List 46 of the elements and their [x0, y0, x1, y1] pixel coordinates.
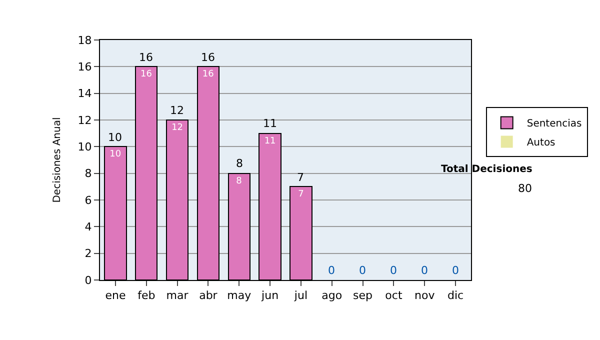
data-label: 16 [202, 70, 214, 80]
data-label: 16 [140, 70, 152, 80]
y-tick-label: 10 [78, 140, 92, 154]
total-label: 0 [328, 264, 335, 277]
total-label: 16 [139, 51, 153, 64]
y-tick-label: 0 [84, 274, 92, 287]
y-tick-label: 6 [84, 194, 92, 207]
x-tick-label: abr [199, 289, 218, 302]
x-tick-label: may [227, 289, 252, 302]
x-tick-label: dic [447, 289, 464, 302]
total-label: 8 [236, 157, 243, 170]
y-axis-title: Decisiones Anual [52, 117, 63, 203]
data-label: 8 [236, 176, 242, 186]
total-label: 10 [108, 131, 122, 144]
x-tick-label: sep [353, 289, 373, 302]
x-tick-label: mar [166, 289, 189, 302]
x-tick-label: feb [138, 289, 156, 302]
data-label: 11 [264, 136, 276, 146]
x-tick-label: ago [322, 289, 342, 302]
legend-label: Autos [526, 138, 556, 149]
total-label: 7 [297, 171, 304, 184]
y-tick-label: 4 [84, 220, 92, 234]
annotation: Total Decisiones [441, 164, 532, 175]
x-tick-label: nov [414, 289, 436, 302]
total-label: 12 [170, 104, 184, 117]
total-label: 0 [359, 264, 366, 277]
y-tick-label: 16 [78, 60, 92, 74]
x-tick-label: ene [105, 289, 126, 302]
y-tick-label: 12 [78, 114, 92, 127]
data-label: 7 [298, 190, 304, 200]
data-label: 12 [172, 123, 184, 133]
x-tick-label: jun [260, 289, 279, 302]
text: 80 [518, 182, 532, 195]
total-label: 16 [201, 51, 215, 64]
x-tick-label: oct [385, 289, 403, 302]
y-tick-label: 18 [78, 34, 92, 47]
x-tick-label: jul [293, 289, 308, 302]
data-label: 10 [110, 150, 122, 160]
total-label: 0 [390, 264, 397, 277]
y-tick-label: 8 [84, 167, 92, 180]
total-label: 11 [263, 117, 277, 130]
y-tick-label: 14 [78, 87, 92, 100]
y-tick-label: 2 [84, 247, 92, 260]
total-label: 0 [421, 264, 428, 277]
total-label: 0 [452, 264, 459, 277]
legend-label: Sentencias [526, 118, 582, 130]
